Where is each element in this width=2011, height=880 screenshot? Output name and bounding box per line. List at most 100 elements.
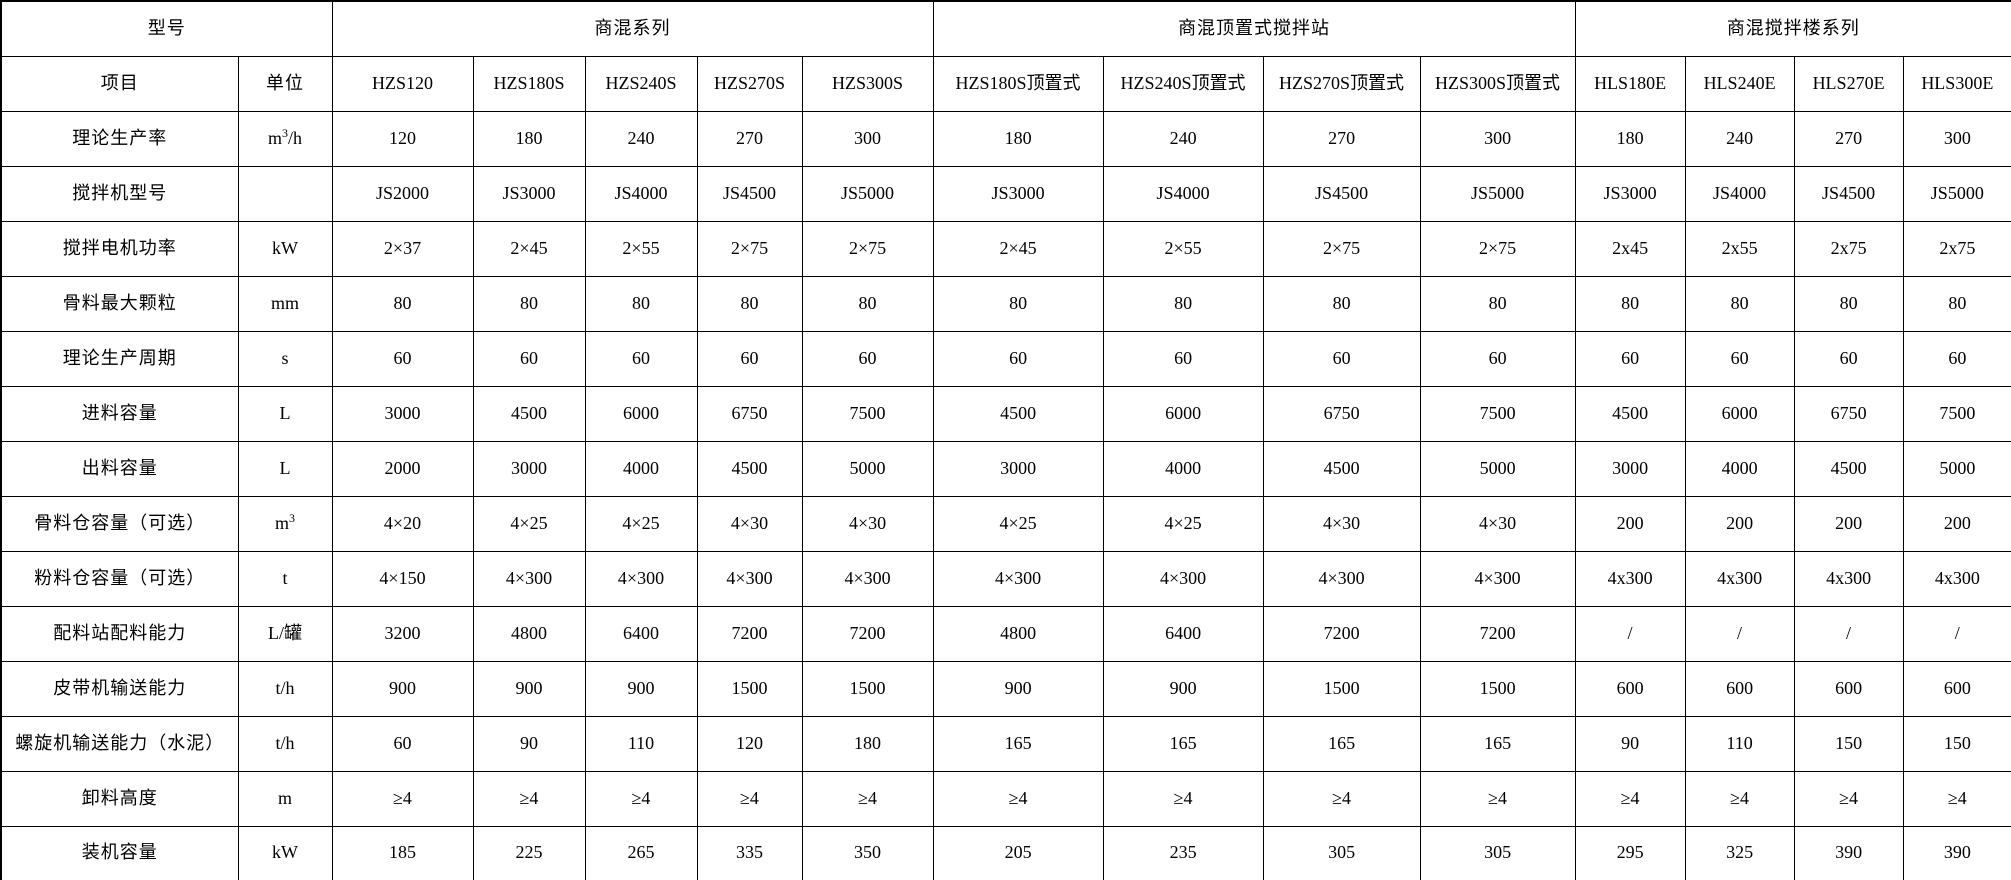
row-label: 粉料仓容量（可选） <box>0 550 239 607</box>
value-cell: / <box>1902 605 2011 662</box>
value-cell: JS4500 <box>696 165 803 222</box>
item-column-header: 项目 <box>0 55 239 112</box>
series-group-header: 商混系列 <box>331 0 934 57</box>
model-header: HZS270S顶置式 <box>1262 55 1421 112</box>
value-cell: 2×75 <box>696 220 803 277</box>
value-cell: 180 <box>932 110 1104 167</box>
table-row: 骨料仓容量（可选） m3 4×20 4×25 4×25 4×30 4×30 4×25 4×25 4… <box>0 495 2011 552</box>
value-cell: 90 <box>1574 715 1686 772</box>
value-cell: 165 <box>1102 715 1264 772</box>
value-cell: 60 <box>1574 330 1686 387</box>
unit-cell: mm <box>237 275 333 332</box>
value-cell: 305 <box>1262 825 1421 880</box>
value-cell: 3200 <box>331 605 474 662</box>
value-cell: 4800 <box>472 605 586 662</box>
model-header: HZS240S <box>584 55 698 112</box>
value-cell: 7200 <box>1419 605 1576 662</box>
model-header: HZS180S顶置式 <box>932 55 1104 112</box>
value-cell: 2x75 <box>1902 220 2011 277</box>
value-cell: 110 <box>1684 715 1795 772</box>
value-cell: 3000 <box>331 385 474 442</box>
unit-cell: t <box>237 550 333 607</box>
row-label: 配料站配料能力 <box>0 605 239 662</box>
value-cell: 4×300 <box>696 550 803 607</box>
unit-cell: L/罐 <box>237 605 333 662</box>
value-cell: 6000 <box>584 385 698 442</box>
value-cell: 325 <box>1684 825 1795 880</box>
value-cell: ≥4 <box>1102 770 1264 827</box>
value-cell: 60 <box>1684 330 1795 387</box>
value-cell: 7200 <box>801 605 934 662</box>
unit-cell <box>237 165 333 222</box>
value-cell: ≥4 <box>1262 770 1421 827</box>
row-label: 理论生产率 <box>0 110 239 167</box>
value-cell: 4500 <box>1793 440 1904 497</box>
value-cell: 270 <box>1262 110 1421 167</box>
value-cell: 2×45 <box>472 220 586 277</box>
row-label: 皮带机输送能力 <box>0 660 239 717</box>
spec-table-body: 理论生产率 m3/h 120 180 240 270 300 180 240 270 300 180 2… <box>0 110 2011 880</box>
unit-cell: s <box>237 330 333 387</box>
value-cell: JS4000 <box>584 165 698 222</box>
value-cell: 200 <box>1684 495 1795 552</box>
value-cell: JS5000 <box>1419 165 1576 222</box>
value-cell: 225 <box>472 825 586 880</box>
value-cell: 7500 <box>1419 385 1576 442</box>
value-cell: 4x300 <box>1684 550 1795 607</box>
value-cell: 120 <box>696 715 803 772</box>
value-cell: 2×55 <box>584 220 698 277</box>
table-row: 配料站配料能力 L/罐 3200 4800 6400 7200 7200 4800 6400 72… <box>0 605 2011 662</box>
value-cell: 2×45 <box>932 220 1104 277</box>
value-cell: 2000 <box>331 440 474 497</box>
value-cell: 1500 <box>801 660 934 717</box>
value-cell: ≥4 <box>932 770 1104 827</box>
value-cell: 4×30 <box>696 495 803 552</box>
header-row-series: 型号 商混系列 商混顶置式搅拌站 商混搅拌楼系列 <box>0 0 2011 57</box>
model-header: HZS120 <box>331 55 474 112</box>
unit-cell: L <box>237 440 333 497</box>
value-cell: 4×25 <box>584 495 698 552</box>
value-cell: 4500 <box>696 440 803 497</box>
value-cell: / <box>1793 605 1904 662</box>
value-cell: 4×30 <box>1419 495 1576 552</box>
value-cell: 4000 <box>1102 440 1264 497</box>
value-cell: 4500 <box>1262 440 1421 497</box>
value-cell: 60 <box>932 330 1104 387</box>
value-cell: ≥4 <box>696 770 803 827</box>
unit-cell: t/h <box>237 715 333 772</box>
value-cell: 4×25 <box>932 495 1104 552</box>
value-cell: 60 <box>472 330 586 387</box>
value-cell: 390 <box>1793 825 1904 880</box>
value-cell: 3000 <box>472 440 586 497</box>
value-cell: 4×25 <box>472 495 586 552</box>
value-cell: 4×300 <box>1262 550 1421 607</box>
model-header: HZS240S顶置式 <box>1102 55 1264 112</box>
value-cell: 180 <box>1574 110 1686 167</box>
value-cell: 5000 <box>1419 440 1576 497</box>
value-cell: 295 <box>1574 825 1686 880</box>
value-cell: 900 <box>472 660 586 717</box>
unit-cell: m3 <box>237 495 333 552</box>
value-cell: 200 <box>1902 495 2011 552</box>
value-cell: JS5000 <box>1902 165 2011 222</box>
row-label: 进料容量 <box>0 385 239 442</box>
value-cell: 80 <box>1419 275 1576 332</box>
value-cell: 300 <box>801 110 934 167</box>
table-row: 粉料仓容量（可选） t 4×150 4×300 4×300 4×300 4×300 4×300… <box>0 550 2011 607</box>
value-cell: ≥4 <box>1574 770 1686 827</box>
value-cell: 4000 <box>1684 440 1795 497</box>
value-cell: 4×30 <box>801 495 934 552</box>
value-cell: 180 <box>801 715 934 772</box>
value-cell: JS4000 <box>1102 165 1264 222</box>
model-header: HZS270S <box>696 55 803 112</box>
value-cell: 4800 <box>932 605 1104 662</box>
unit-cell: t/h <box>237 660 333 717</box>
value-cell: 4×300 <box>801 550 934 607</box>
value-cell: ≥4 <box>472 770 586 827</box>
value-cell: 300 <box>1419 110 1576 167</box>
value-cell: 3000 <box>932 440 1104 497</box>
value-cell: 150 <box>1902 715 2011 772</box>
value-cell: 1500 <box>1262 660 1421 717</box>
